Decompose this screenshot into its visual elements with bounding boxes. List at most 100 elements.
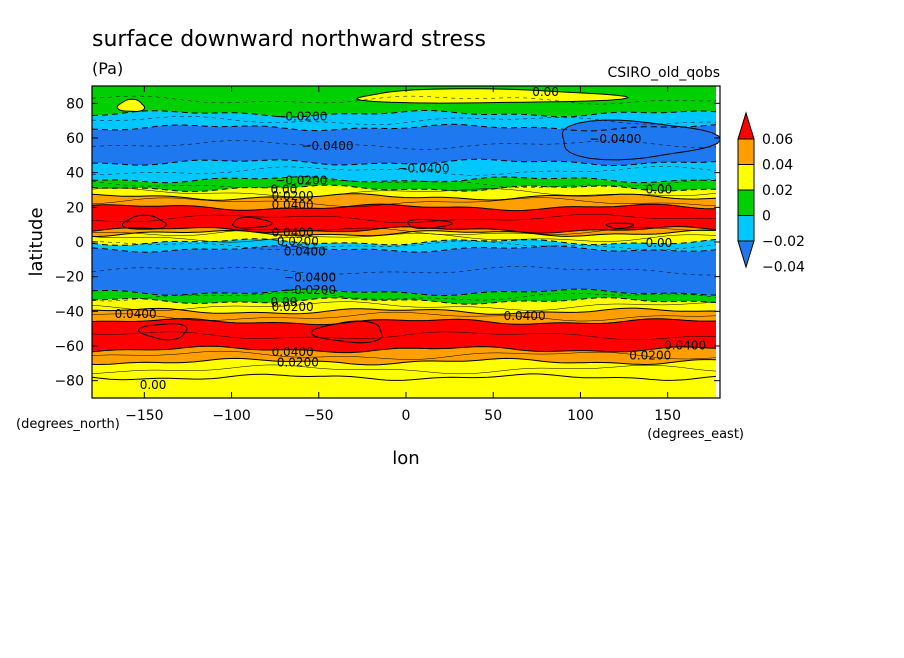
contour-line (92, 176, 716, 184)
contour-line-minor (92, 266, 717, 276)
contour-label: 0.0400 (115, 307, 157, 321)
colorbar-swatch (737, 138, 755, 165)
contour-line-minor (92, 240, 717, 251)
contour-line-minor (92, 140, 717, 150)
y-tick-label: −20 (54, 270, 84, 286)
x-tick-label: 0 (402, 408, 411, 424)
contour-band (92, 176, 716, 192)
contour-label: −0.0200 (275, 109, 327, 123)
dataset-label: CSIRO_old_qobs (607, 65, 720, 81)
contour-line (92, 238, 717, 246)
contour-region (116, 98, 146, 113)
colorbar-label: −0.04 (762, 260, 805, 276)
colorbar-label: 0.04 (762, 158, 793, 174)
contour-label: 0.0200 (629, 349, 671, 363)
contour-line (92, 357, 717, 366)
contour-band (92, 230, 716, 246)
contour-label: 0.0400 (284, 245, 326, 259)
colorbar-label: 0 (762, 209, 771, 225)
colorbar: 0.06 0.04 0.02 0 −0.02 −0.04 (737, 111, 805, 276)
y-units-label: (degrees_north) (16, 417, 120, 432)
contour-line (92, 203, 716, 212)
contour-label: 0.00 (140, 378, 167, 392)
contour-label: 0.0400 (272, 345, 314, 359)
colorbar-label: −0.02 (762, 234, 805, 250)
contour-line-minor (92, 197, 717, 207)
contour-region (137, 323, 188, 341)
contour-label: 0.00 (271, 395, 298, 409)
colorbar-label: 0.02 (762, 183, 793, 199)
contour-band (92, 124, 716, 166)
y-tick-label: −60 (54, 339, 84, 355)
contour-region (406, 218, 453, 230)
contour-label: 0.00 (532, 85, 559, 99)
contour-line (92, 158, 717, 167)
contour-line-minor (92, 227, 717, 236)
contour-line (92, 307, 717, 315)
contour-line (92, 245, 717, 253)
contour-line (92, 226, 717, 234)
contour-band (92, 297, 716, 315)
contour-line-minor (92, 166, 717, 176)
contour-line (92, 110, 717, 118)
y-tick-label: −40 (54, 304, 84, 320)
contour-line-minor (92, 311, 717, 322)
colorbar-label: 0.06 (762, 132, 793, 148)
colorbar-extend-top (737, 111, 755, 140)
contour-line (92, 193, 717, 201)
contour-label: 0.00 (271, 295, 298, 309)
contour-line (92, 345, 717, 354)
y-tick-label: 20 (66, 200, 84, 216)
filled-regions (116, 88, 720, 344)
contour-label: −0.0400 (397, 161, 449, 175)
contour-lines (92, 95, 717, 381)
chart-title: surface downward northward stress (92, 27, 486, 52)
x-tick-label: 50 (484, 408, 502, 424)
contour-line-minor (92, 116, 717, 125)
contour-line (92, 229, 717, 237)
contour-line-minor (92, 350, 717, 360)
contour-label: 0.0200 (277, 356, 319, 370)
contour-band (92, 226, 716, 237)
contour-region (605, 222, 635, 229)
contour-label: 0.0400 (504, 309, 546, 323)
contour-line-minor (92, 213, 717, 223)
contour-band (92, 193, 716, 211)
y-axis: −80 −60 −40 −20 0 20 40 60 80 (54, 96, 720, 390)
contour-label: 0.0400 (272, 226, 314, 240)
contour-band (92, 185, 716, 201)
contour-line-minor (92, 233, 717, 243)
x-axis: −150 −100 −50 0 50 100 150 (125, 86, 681, 424)
contour-band (92, 110, 716, 131)
contour-line (92, 184, 717, 192)
contour-label: 0.0200 (272, 189, 314, 203)
contour-band (92, 238, 716, 253)
colorbar-extend-bottom (737, 240, 755, 269)
contour-label: 0.0200 (277, 234, 319, 248)
x-units-label: (degrees_east) (647, 427, 744, 442)
x-tick-label: −150 (125, 408, 163, 424)
x-tick-label: 100 (567, 408, 594, 424)
contour-label: 0.0400 (272, 198, 314, 212)
contour-line-minor (92, 95, 717, 105)
contour-line (92, 297, 717, 305)
colorbar-swatch (737, 189, 755, 216)
contour-line (92, 373, 717, 381)
y-tick-label: 0 (75, 235, 84, 251)
contour-band (92, 289, 716, 305)
contour-labels: 0.00−0.0200−0.0400 −0.0400−0.0400−0.02000… (115, 85, 706, 409)
contour-band (92, 358, 716, 381)
contour-line-minor (92, 364, 717, 375)
y-tick-label: −80 (54, 374, 84, 390)
contour-line (92, 288, 717, 296)
contour-band (92, 308, 716, 325)
contour-label: 0.00 (271, 182, 298, 196)
contour-line (92, 318, 717, 326)
contour-label: −0.0200 (284, 283, 336, 297)
plot-area: 0.00−0.0200−0.0400 −0.0400−0.0400−0.02000… (92, 85, 720, 409)
contour-band (92, 159, 716, 183)
contour-label: −0.0400 (301, 139, 353, 153)
x-tick-label: −100 (212, 408, 250, 424)
